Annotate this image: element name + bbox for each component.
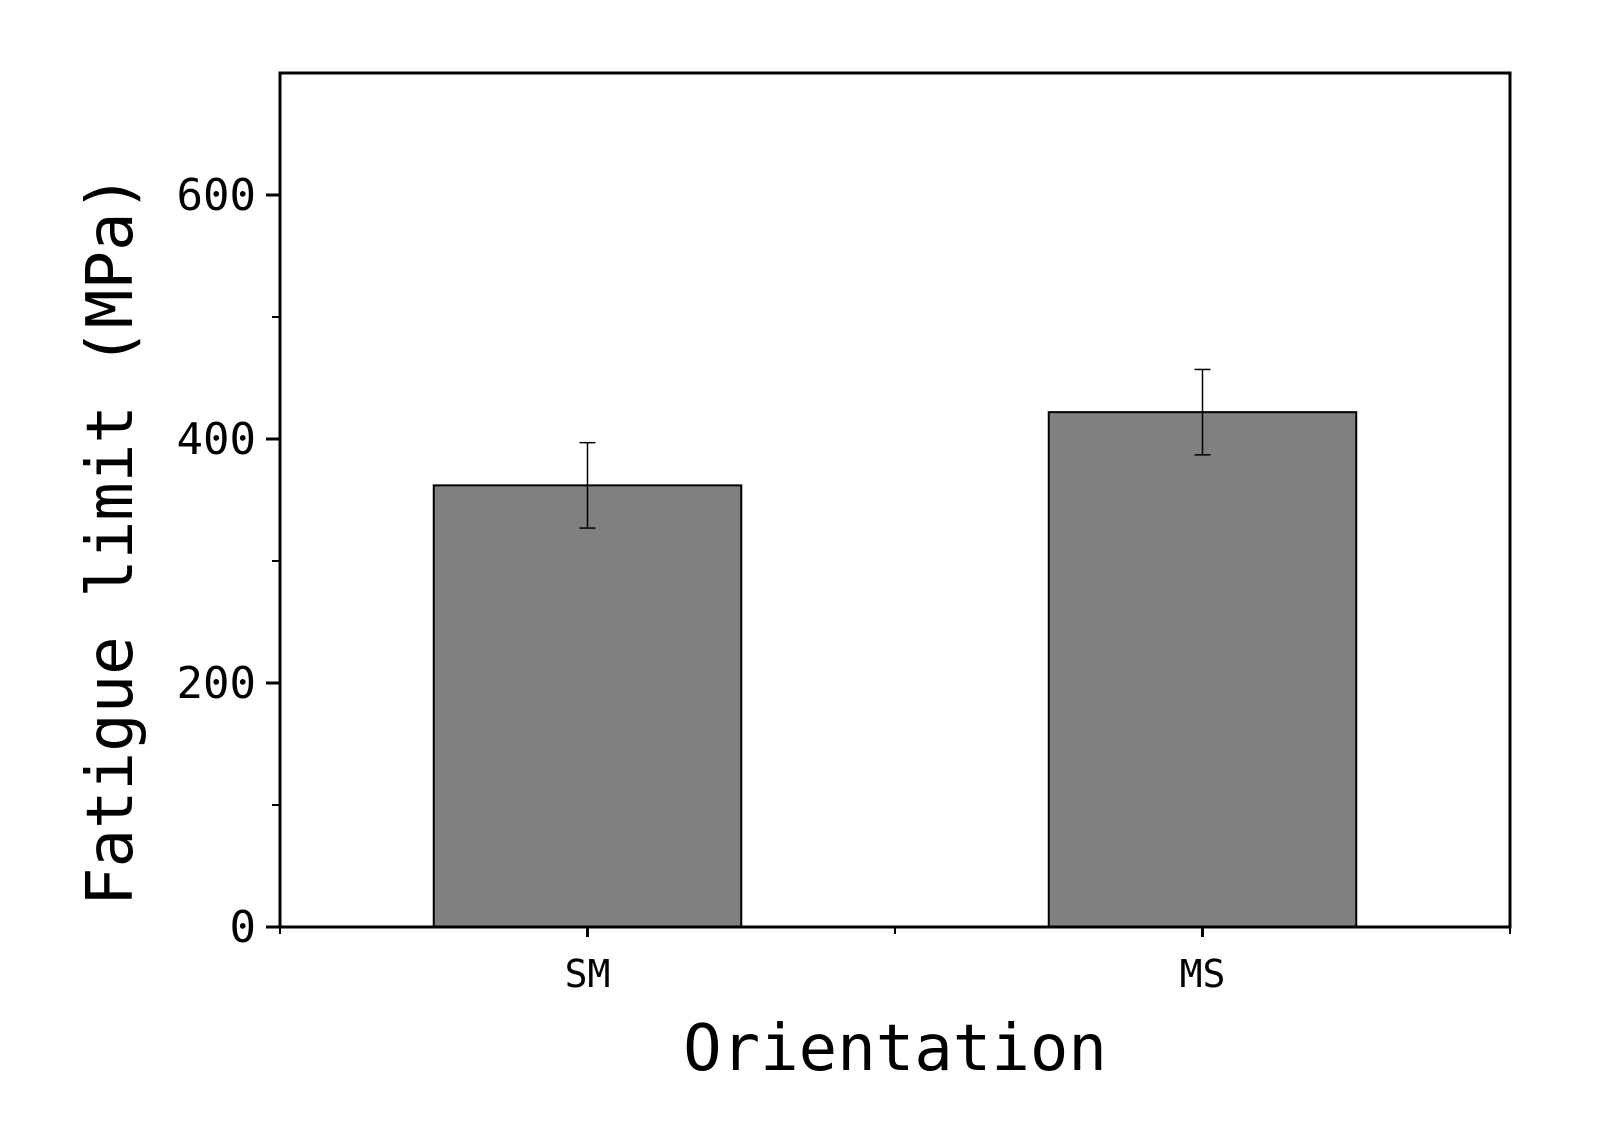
bars-layer (432, 411, 1358, 929)
y-axis-title: Fatigue limit (MPa) (74, 174, 148, 906)
y-tick-label: 400 (177, 414, 256, 465)
bar-ms (1047, 411, 1358, 929)
x-axis-title: Orientation (683, 1012, 1107, 1086)
bar-sm (432, 484, 743, 928)
x-tick-label: MS (1180, 952, 1226, 996)
y-tick-label: 600 (177, 170, 256, 221)
y-tick-label: 200 (177, 658, 256, 709)
error-bars-layer (579, 368, 1211, 529)
y-axis: 0 200 400 600 (177, 170, 280, 953)
x-tick-label: SM (565, 952, 611, 996)
y-tick-label: 0 (230, 902, 257, 953)
x-axis: SM MS (279, 927, 1511, 996)
